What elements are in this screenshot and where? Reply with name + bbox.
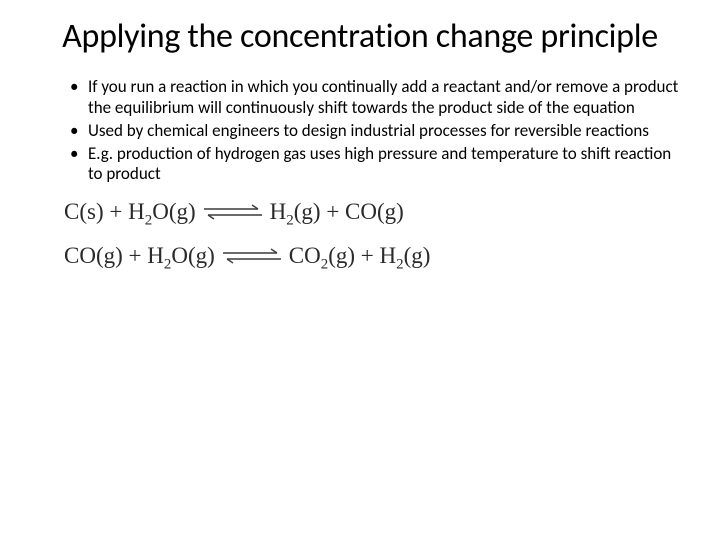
slide-title: Applying the concentration change princi… (40, 18, 680, 55)
equilibrium-arrow-icon (221, 248, 283, 264)
bullet-list: If you run a reaction in which you conti… (40, 77, 680, 185)
chemical-equation: C(s) + H2O(g) H2(g) + CO(g) (64, 199, 680, 225)
slide-container: Applying the concentration change princi… (0, 0, 720, 540)
bullet-item: If you run a reaction in which you conti… (70, 77, 680, 118)
bullet-item: E.g. production of hydrogen gas uses hig… (70, 144, 680, 185)
bullet-item: Used by chemical engineers to design ind… (70, 121, 680, 142)
equilibrium-arrow-icon (202, 204, 264, 220)
chemical-equation: CO(g) + H2O(g) CO2(g) + H2(g) (64, 243, 680, 269)
equations-block: C(s) + H2O(g) H2(g) + CO(g) CO(g) + H2O(g… (40, 199, 680, 269)
